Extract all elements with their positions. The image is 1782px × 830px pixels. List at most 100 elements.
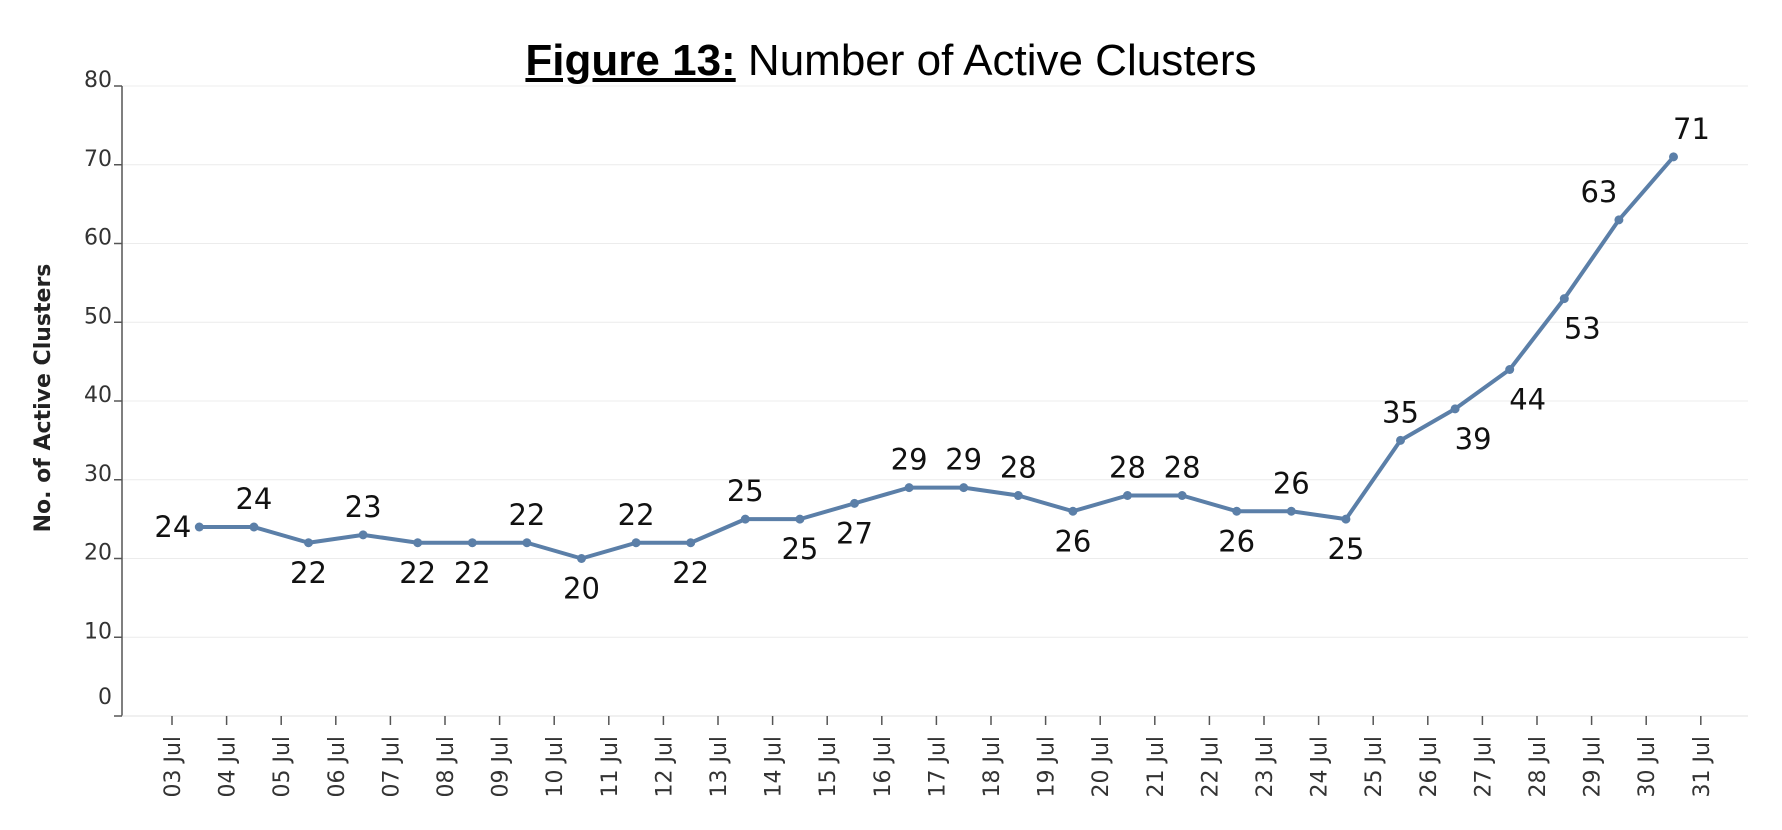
data-label: 63 xyxy=(1580,175,1617,209)
y-tick-label: 10 xyxy=(84,619,112,644)
x-tick-label: 08 Jul xyxy=(434,736,459,798)
data-point xyxy=(467,538,477,548)
data-label: 24 xyxy=(235,482,272,516)
x-tick-label: 19 Jul xyxy=(1035,736,1060,798)
data-point xyxy=(577,554,586,563)
grid-lines xyxy=(122,85,1748,638)
x-tick-label: 12 Jul xyxy=(652,736,677,798)
data-point xyxy=(1396,435,1405,445)
x-tick-label: 18 Jul xyxy=(980,736,1005,798)
data-label: 26 xyxy=(1218,524,1255,558)
data-point xyxy=(1341,514,1351,524)
data-label: 20 xyxy=(563,572,600,606)
data-label: 26 xyxy=(1273,466,1310,500)
data-label: 53 xyxy=(1564,312,1601,346)
data-label: 39 xyxy=(1455,422,1492,456)
data-point xyxy=(304,538,313,548)
x-tick-label: 20 Jul xyxy=(1089,736,1114,798)
x-tick-label: 11 Jul xyxy=(598,736,623,798)
data-label: 22 xyxy=(454,556,491,590)
chart-title: Figure 13: Number of Active Clusters xyxy=(0,36,1782,86)
x-tick-label: 27 Jul xyxy=(1471,736,1496,798)
y-tick-label: 30 xyxy=(84,462,112,487)
data-label: 35 xyxy=(1382,395,1419,429)
axes xyxy=(114,85,1748,725)
data-label: 44 xyxy=(1509,383,1546,417)
data-point xyxy=(850,498,859,508)
data-points xyxy=(194,152,1678,563)
data-point xyxy=(1614,215,1624,225)
data-labels: 24 24 22 23 22 22 22 20 22 22 25 25 27 29 29 28 26 28 28 26… xyxy=(154,112,1710,606)
x-tick-label: 13 Jul xyxy=(707,736,732,798)
data-label: 22 xyxy=(672,556,709,590)
data-point xyxy=(1505,365,1515,374)
x-tick-label: 30 Jul xyxy=(1635,736,1660,798)
x-tick-label: 09 Jul xyxy=(489,736,514,798)
data-label: 29 xyxy=(891,443,928,477)
series-line-path xyxy=(197,154,1676,561)
data-label: 28 xyxy=(1000,451,1037,485)
x-tick-label: 22 Jul xyxy=(1198,736,1223,798)
x-tick-label: 26 Jul xyxy=(1417,736,1442,798)
data-point xyxy=(740,514,750,524)
data-point xyxy=(1068,506,1078,516)
data-label: 71 xyxy=(1673,112,1710,146)
data-point xyxy=(1177,491,1187,500)
y-tick-label: 70 xyxy=(84,147,112,172)
y-axis-label: No. of Active Clusters xyxy=(31,264,56,533)
x-tick-label: 17 Jul xyxy=(925,736,950,798)
data-point xyxy=(1450,404,1460,414)
x-tick-label: 04 Jul xyxy=(216,736,241,798)
y-tick-label: 60 xyxy=(84,226,112,251)
data-point xyxy=(522,538,532,548)
x-tick-labels: 03 Jul 04 Jul 05 Jul 06 Jul 07 Jul 08 Jul 09 J… xyxy=(161,736,1715,798)
data-point xyxy=(358,530,368,540)
figure-caption: Number of Active Clusters xyxy=(735,36,1257,85)
data-point xyxy=(1559,294,1569,304)
x-tick-label: 23 Jul xyxy=(1253,736,1278,798)
data-point xyxy=(194,522,204,532)
data-point xyxy=(631,538,641,548)
series-line xyxy=(197,154,1676,561)
data-label: 25 xyxy=(781,532,818,566)
x-tick-label: 10 Jul xyxy=(543,736,568,798)
x-tick-label: 14 Jul xyxy=(762,736,787,798)
x-tick-label: 21 Jul xyxy=(1144,736,1169,798)
y-tick-label: 20 xyxy=(84,541,112,566)
figure-number: Figure 13: xyxy=(525,36,736,85)
y-tick-label: 40 xyxy=(84,383,112,408)
x-tick-label: 15 Jul xyxy=(816,736,841,798)
data-point xyxy=(904,483,914,493)
y-tick-label: 0 xyxy=(98,685,112,710)
x-tick-label: 07 Jul xyxy=(379,736,404,798)
x-tick-label: 03 Jul xyxy=(161,736,186,798)
x-tick-label: 05 Jul xyxy=(270,736,295,798)
x-tick-label: 25 Jul xyxy=(1362,736,1387,798)
data-label: 25 xyxy=(727,474,764,508)
x-tick-label: 28 Jul xyxy=(1526,736,1551,798)
data-label: 22 xyxy=(618,498,655,532)
data-label: 29 xyxy=(945,443,982,477)
x-tick-label: 29 Jul xyxy=(1581,736,1606,798)
y-tick-label: 50 xyxy=(84,304,112,329)
data-label: 22 xyxy=(508,498,545,532)
data-point xyxy=(1013,491,1023,500)
x-tick-label: 06 Jul xyxy=(325,736,350,798)
data-point xyxy=(413,538,423,548)
y-tick-labels: 0 10 20 30 40 50 60 70 80 xyxy=(84,68,112,710)
data-point xyxy=(795,514,805,524)
data-point xyxy=(249,522,259,532)
x-tick-label: 31 Jul xyxy=(1690,736,1715,798)
data-label: 23 xyxy=(345,490,382,524)
data-point xyxy=(1286,506,1296,516)
data-label: 24 xyxy=(154,510,191,544)
data-label: 25 xyxy=(1327,532,1364,566)
data-point xyxy=(1232,506,1242,516)
data-label: 26 xyxy=(1054,524,1091,558)
data-point xyxy=(1123,491,1132,500)
data-label: 22 xyxy=(399,556,436,590)
data-point xyxy=(959,483,969,493)
data-point xyxy=(1669,152,1678,162)
x-tick-label: 16 Jul xyxy=(871,736,896,798)
